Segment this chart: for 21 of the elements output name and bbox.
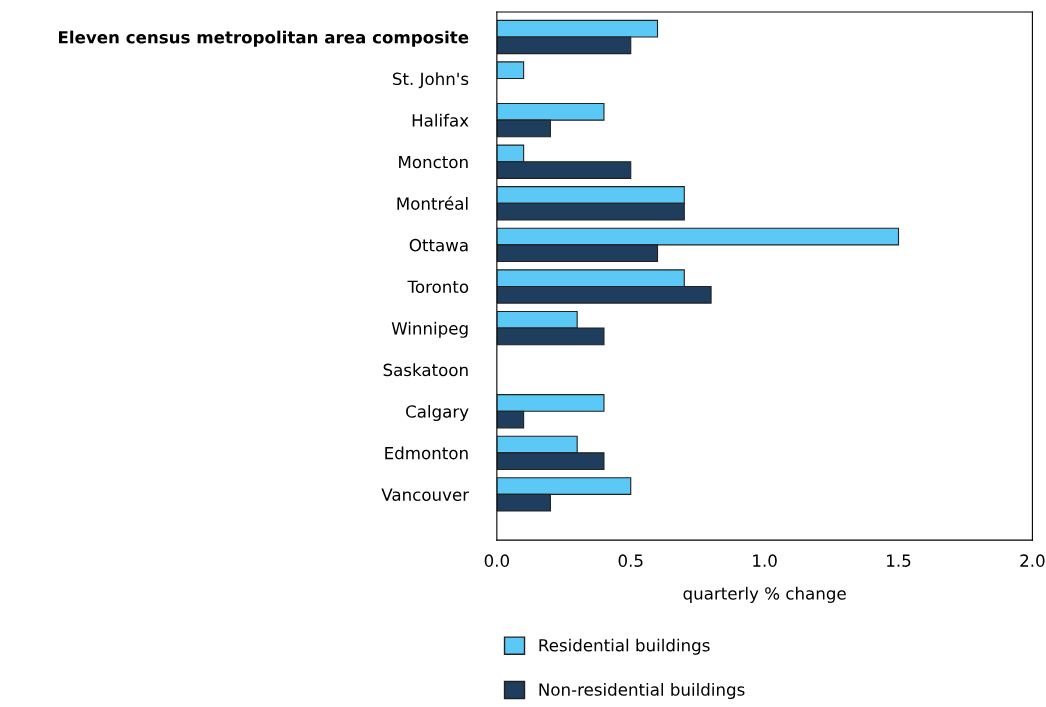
- y-tick-label: Winnipeg: [391, 321, 468, 338]
- x-tick-label: 1.5: [887, 554, 911, 567]
- y-tick-label: Eleven census metropolitan area composite: [59, 30, 469, 47]
- y-tick-label: Saskatoon: [383, 363, 468, 377]
- x-tick-label: 2.0: [1020, 554, 1045, 567]
- y-tick-label: Moncton: [399, 155, 468, 169]
- y-tick-label: St. John's: [392, 72, 469, 89]
- x-tick-label: 0.5: [618, 554, 643, 567]
- x-axis-title: quarterly % change: [683, 586, 846, 603]
- y-tick-label: Edmonton: [385, 446, 468, 460]
- bar: [496, 61, 525, 80]
- legend-label: Residential buildings: [539, 638, 710, 655]
- y-tick-label: Calgary: [406, 404, 469, 422]
- y-tick-label: Halifax: [412, 113, 469, 127]
- legend-label: Non-residential buildings: [539, 682, 745, 700]
- y-tick-label: Toronto: [407, 280, 469, 294]
- y-tick-label: Montréal: [397, 196, 468, 210]
- y-tick-label: Ottawa: [409, 238, 468, 252]
- y-tick-label: Vancouver: [381, 488, 470, 501]
- x-tick-label: 1.0: [753, 554, 777, 567]
- x-tick-label: 0.0: [484, 554, 509, 567]
